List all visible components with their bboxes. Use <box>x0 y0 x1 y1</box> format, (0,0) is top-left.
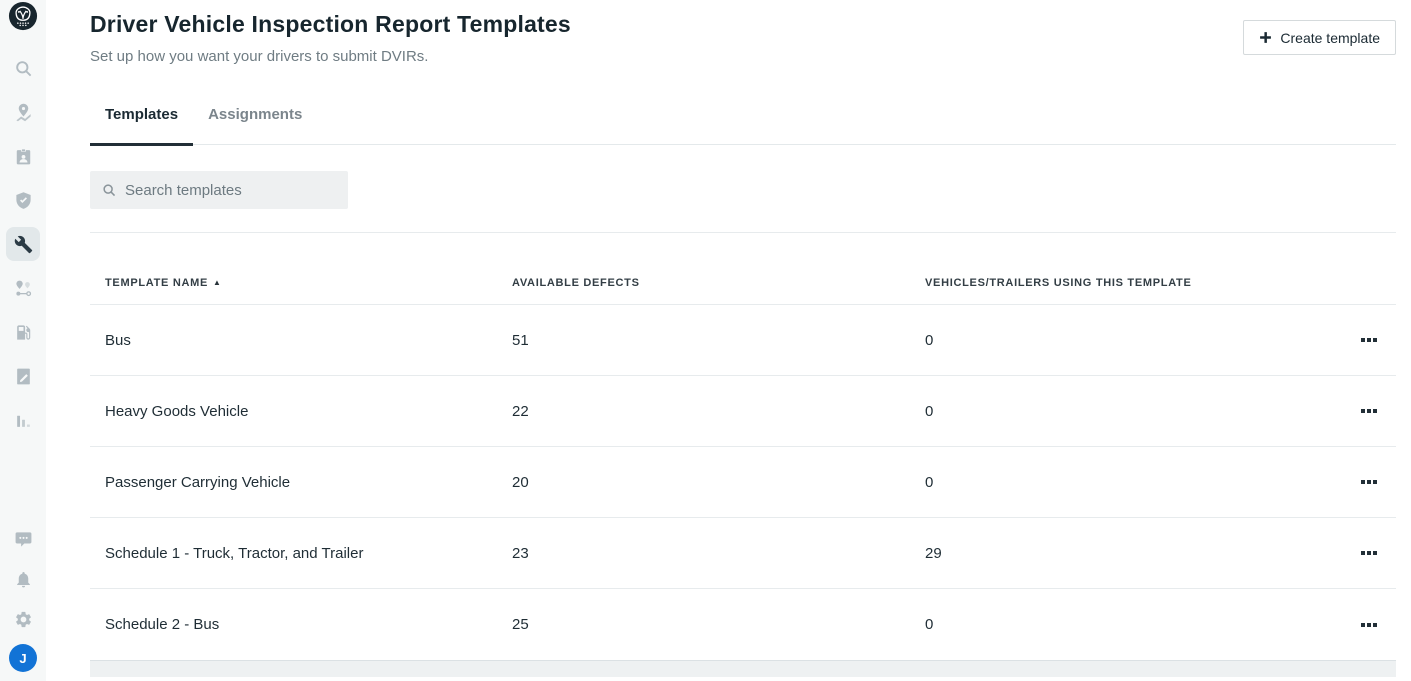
routes-icon <box>15 280 31 296</box>
search-input[interactable] <box>125 181 336 199</box>
plus-icon <box>1260 32 1272 43</box>
samsara-logo-icon[interactable] <box>8 1 38 31</box>
template-name-cell: Schedule 1 - Truck, Tractor, and Trailer <box>105 544 364 562</box>
table-row[interactable]: Passenger Carrying Vehicle 20 0 <box>90 447 1396 518</box>
available-defects-cell: 51 <box>512 331 529 349</box>
column-label: TEMPLATE NAME <box>105 277 209 289</box>
ellipsis-icon <box>1373 551 1377 555</box>
row-menu-button[interactable] <box>1359 332 1379 348</box>
vehicles-using-cell: 0 <box>925 331 934 349</box>
ellipsis-icon <box>1361 551 1365 555</box>
available-defects-cell: 22 <box>512 402 529 420</box>
fuel-pump-icon <box>16 324 30 340</box>
avatar[interactable]: J <box>9 644 37 672</box>
template-name-cell: Passenger Carrying Vehicle <box>105 473 291 491</box>
vehicles-using-cell: 29 <box>925 544 942 562</box>
table-body: Bus 51 0 Heavy Goods Vehicle 22 0 Passen… <box>90 305 1396 660</box>
column-header-available-defects: AVAILABLE DEFECTS <box>512 277 640 289</box>
template-name-cell: Heavy Goods Vehicle <box>105 402 249 420</box>
search-icon <box>103 184 116 197</box>
sidebar-item-reports[interactable] <box>6 359 40 393</box>
row-actions-cell <box>1336 545 1396 561</box>
sidebar-item-routes[interactable] <box>6 271 40 305</box>
ellipsis-icon <box>1361 622 1365 627</box>
page-header-text: Driver Vehicle Inspection Report Templat… <box>90 11 571 65</box>
row-menu-button[interactable] <box>1359 617 1379 633</box>
vehicles-using-cell: 0 <box>925 402 934 420</box>
sidebar-item-search[interactable] <box>6 51 40 85</box>
available-defects-cell: 25 <box>512 616 529 633</box>
sidebar-item-settings[interactable] <box>8 604 38 634</box>
column-header-template-name[interactable]: TEMPLATE NAME ▲ <box>90 277 512 304</box>
tab-bar: Templates Assignments <box>90 106 1396 146</box>
row-menu-button[interactable] <box>1359 545 1379 561</box>
row-actions-cell <box>1336 332 1396 348</box>
sidebar-item-chat[interactable] <box>8 524 38 554</box>
gear-icon <box>15 611 31 627</box>
document-edit-icon <box>16 368 30 384</box>
column-header-vehicles-using: VEHICLES/TRAILERS USING THIS TEMPLATE <box>925 277 1192 289</box>
page-subtitle: Set up how you want your drivers to subm… <box>90 48 429 65</box>
table-header-row: TEMPLATE NAME ▲ AVAILABLE DEFECTS VEHICLE… <box>90 233 1396 305</box>
search-icon <box>15 60 31 76</box>
tab-templates[interactable]: Templates <box>90 106 194 146</box>
template-name-cell: Schedule 2 - Bus <box>105 616 220 633</box>
bell-icon <box>16 571 30 587</box>
ellipsis-icon <box>1361 338 1365 342</box>
tab-assignments[interactable]: Assignments <box>208 106 303 123</box>
page-header: Driver Vehicle Inspection Report Templat… <box>90 0 1396 65</box>
available-defects-cell: 23 <box>512 544 529 562</box>
id-badge-icon <box>16 148 30 164</box>
row-actions-cell <box>1336 403 1396 419</box>
sidebar-item-analytics[interactable] <box>6 403 40 437</box>
wrench-icon <box>14 235 32 253</box>
sidebar-item-maintenance[interactable] <box>6 227 40 261</box>
column-header-actions <box>1336 289 1396 304</box>
ellipsis-icon <box>1373 409 1377 413</box>
sidebar-item-overview[interactable] <box>6 95 40 129</box>
row-actions-cell <box>1336 617 1396 633</box>
vehicles-using-cell: 0 <box>925 473 934 491</box>
ellipsis-icon <box>1367 551 1371 555</box>
page-title: Driver Vehicle Inspection Report Templat… <box>90 11 571 37</box>
row-actions-cell <box>1336 474 1396 490</box>
sort-ascending-icon: ▲ <box>213 278 222 287</box>
sidebar-item-notifications[interactable] <box>8 564 38 594</box>
bar-chart-icon <box>16 415 30 427</box>
ellipsis-icon <box>1367 622 1371 627</box>
ellipsis-icon <box>1367 409 1371 413</box>
sidebar-bottom: J <box>8 524 38 681</box>
table-row[interactable]: Schedule 2 - Bus 25 0 <box>90 589 1396 660</box>
table-row[interactable]: Schedule 1 - Truck, Tractor, and Trailer… <box>90 518 1396 589</box>
row-menu-button[interactable] <box>1359 403 1379 419</box>
ellipsis-icon <box>1373 622 1377 627</box>
ellipsis-icon <box>1361 409 1365 413</box>
sidebar-item-fuel[interactable] <box>6 315 40 349</box>
create-template-label: Create template <box>1280 29 1380 46</box>
create-template-button[interactable]: Create template <box>1243 20 1396 55</box>
ellipsis-icon <box>1367 480 1371 484</box>
shield-check-icon <box>15 191 31 209</box>
chat-icon <box>15 531 31 547</box>
available-defects-cell: 20 <box>512 473 529 491</box>
sidebar-item-safety[interactable] <box>6 183 40 217</box>
ellipsis-icon <box>1367 338 1371 342</box>
row-menu-button[interactable] <box>1359 474 1379 490</box>
sidebar: J <box>0 0 46 681</box>
main-content: Driver Vehicle Inspection Report Templat… <box>46 0 1411 681</box>
table-row[interactable]: Heavy Goods Vehicle 22 0 <box>90 376 1396 447</box>
map-overview-icon <box>15 103 31 121</box>
ellipsis-icon <box>1373 338 1377 342</box>
sidebar-nav <box>6 51 40 447</box>
templates-table: TEMPLATE NAME ▲ AVAILABLE DEFECTS VEHICLE… <box>90 232 1396 677</box>
template-name-cell: Bus <box>105 331 131 349</box>
table-row[interactable]: Bus 51 0 <box>90 305 1396 376</box>
ellipsis-icon <box>1373 480 1377 484</box>
ellipsis-icon <box>1361 480 1365 484</box>
search-box <box>90 171 348 209</box>
table-footer-strip <box>90 660 1396 677</box>
sidebar-item-id-badge[interactable] <box>6 139 40 173</box>
vehicles-using-cell: 0 <box>925 616 934 633</box>
